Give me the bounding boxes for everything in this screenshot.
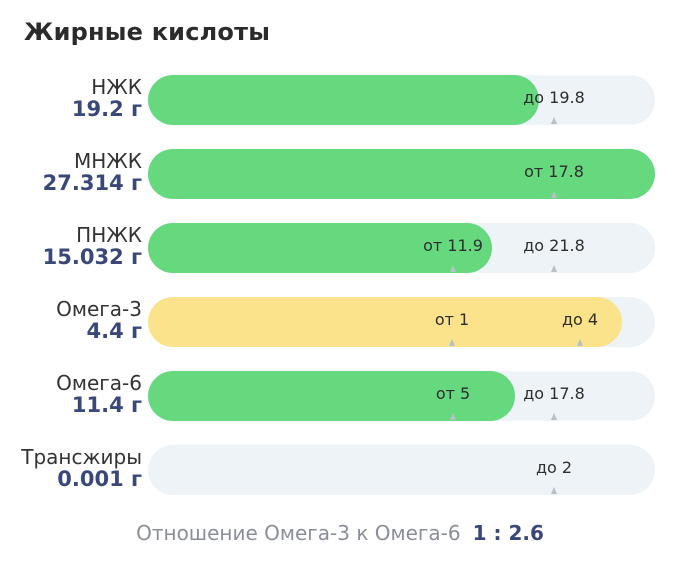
- row-label-omega6: Омега-6: [56, 371, 142, 395]
- row-value-mnzhk: 27.314 г: [42, 171, 142, 195]
- row-value-pnzhk: 15.032 г: [42, 245, 142, 269]
- progress-track-mnzhk: от 17.8: [148, 149, 655, 199]
- triangle-marker-icon: [551, 117, 557, 124]
- row-label-omega3: Омега-3: [56, 297, 142, 321]
- range-marker-label: до 4: [561, 310, 599, 329]
- range-marker-label: от 17.8: [524, 162, 584, 181]
- range-marker-label: от 11.9: [423, 236, 483, 255]
- range-marker-label: от 5: [435, 384, 471, 403]
- progress-fill-omega3: [148, 297, 622, 347]
- row-value-omega6: 11.4 г: [71, 393, 142, 417]
- row-label-trans: Трансжиры: [21, 445, 142, 469]
- row-label-pnzhk: ПНЖК: [76, 223, 142, 247]
- omega-ratio-label: Отношение Омега-3 к Омега-6: [136, 521, 461, 545]
- row-value-trans: 0.001 г: [57, 467, 142, 491]
- range-marker-label: до 21.8: [523, 236, 585, 255]
- omega-ratio: Отношение Омега-3 к Омега-6 1 : 2.6: [0, 521, 680, 545]
- range-marker-label: до 2: [535, 458, 573, 477]
- triangle-marker-icon: [551, 413, 557, 420]
- triangle-marker-icon: [450, 265, 456, 272]
- section-title: Жирные кислоты: [24, 18, 271, 46]
- range-marker-label: до 17.8: [523, 384, 585, 403]
- progress-fill-omega6: [148, 371, 515, 421]
- progress-fill-nzhk: [148, 75, 539, 125]
- progress-track-omega3: от 1 до 4: [148, 297, 655, 347]
- progress-track-nzhk: до 19.8: [148, 75, 655, 125]
- progress-fill-mnzhk: [148, 149, 655, 199]
- progress-track-trans: до 2: [148, 445, 655, 495]
- triangle-marker-icon: [449, 339, 455, 346]
- range-marker-label: до 19.8: [523, 88, 585, 107]
- triangle-marker-icon: [450, 413, 456, 420]
- triangle-marker-icon: [551, 191, 557, 198]
- row-value-nzhk: 19.2 г: [71, 97, 142, 121]
- progress-track-pnzhk: от 11.9 до 21.8: [148, 223, 655, 273]
- triangle-marker-icon: [551, 265, 557, 272]
- progress-track-omega6: от 5 до 17.8: [148, 371, 655, 421]
- range-marker-label: от 1: [434, 310, 470, 329]
- triangle-marker-icon: [577, 339, 583, 346]
- progress-fill-pnzhk: [148, 223, 492, 273]
- row-value-omega3: 4.4 г: [86, 319, 142, 343]
- omega-ratio-value: 1 : 2.6: [472, 521, 544, 545]
- triangle-marker-icon: [551, 487, 557, 494]
- row-label-mnzhk: МНЖК: [73, 149, 142, 173]
- row-label-nzhk: НЖК: [91, 75, 142, 99]
